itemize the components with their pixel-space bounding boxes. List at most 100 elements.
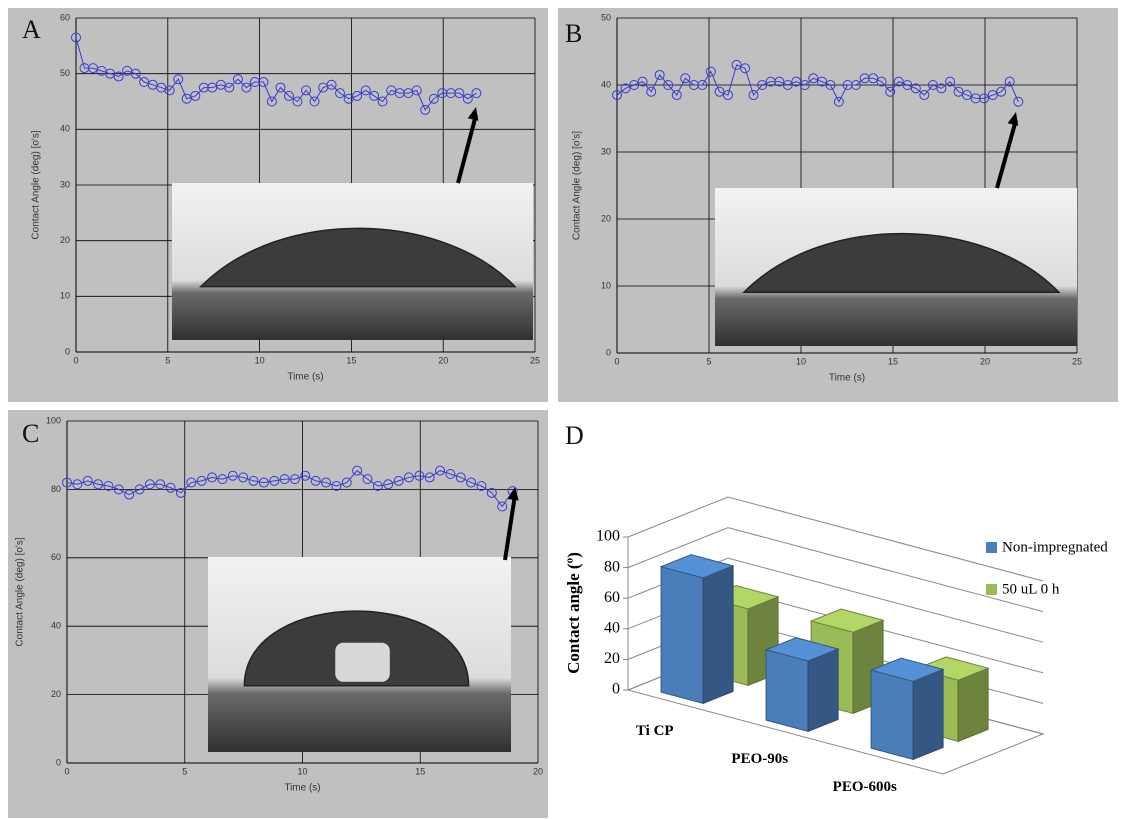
data-point [919,90,930,101]
data-point [310,475,321,486]
data-point [961,90,972,101]
data-point [868,73,879,84]
legend-swatch [986,542,997,553]
x-tick-label: 0 [64,766,69,776]
x-tick-label: 0 [73,355,78,365]
data-point [269,475,280,486]
data-point [173,74,184,85]
data-point [71,32,81,43]
data-point [82,475,93,486]
bar [869,657,945,761]
data-point [445,469,456,480]
y-tick-label: 80 [604,558,620,575]
data-point [996,86,1007,97]
data-point [663,80,674,90]
data-point [393,475,404,486]
data-point [825,80,836,90]
data-point [445,88,456,99]
data-point [377,96,388,107]
data-point [403,472,414,483]
data-point [241,82,252,93]
data-point [714,86,725,97]
data-point [731,59,742,70]
data-point [697,80,708,90]
bar-top [764,637,840,662]
data-point [497,501,508,512]
data-point [620,83,631,94]
bar-top [659,554,735,579]
panel-letter: A [22,15,41,44]
arrow-head [1007,112,1019,126]
data-point [462,93,473,104]
x-tick-label: PEO-600s [833,779,897,795]
y-tick-label: 60 [604,589,620,606]
data-point [369,90,380,101]
data-point [362,474,373,485]
bar-front [660,566,704,705]
data-point [300,470,311,481]
bar-side [807,648,839,733]
data-point [124,489,135,500]
data-point [680,73,691,84]
data-point [774,76,785,87]
data-point [893,76,904,87]
data-point [301,85,312,96]
data-point [321,477,332,488]
data-point [808,73,819,84]
data-point [165,482,176,493]
data-point [782,80,793,90]
data-point [289,474,300,485]
arrow [503,494,517,561]
y-tick-label: 40 [601,79,611,89]
data-point [258,477,269,488]
data-point [435,465,446,476]
bar [764,637,840,733]
data-point [1004,76,1015,87]
data-point [217,474,228,485]
y-axis-label: Contact Angle (deg) [o's] [15,537,26,646]
data-point [833,96,844,107]
data-point [757,80,768,90]
x-tick-label: 15 [415,766,425,776]
data-point [309,96,320,107]
data-point [331,480,342,491]
data-point [175,487,186,498]
data-point [248,475,259,486]
data-point [671,90,682,101]
data-point [466,477,477,488]
x-tick-label: 15 [888,356,898,366]
data-point [144,479,155,490]
y-tick-label: 0 [612,681,620,698]
y-tick-label: 40 [51,621,61,631]
y-tick-label: 10 [60,291,70,301]
arrow [456,114,478,184]
data-point [455,472,466,483]
data-point [326,79,337,90]
x-tick-label: 10 [255,355,265,365]
x-tick-label: 5 [706,356,711,366]
data-point [227,470,238,481]
bar-side [702,565,734,705]
data-point [428,93,439,104]
x-tick-label: 10 [796,356,806,366]
y-axis-label: Contact Angle (deg) [o's] [572,131,583,240]
data-point [360,85,371,96]
x-axis-label: Time (s) [284,783,320,794]
bar-top [914,656,990,681]
data-point [637,76,648,87]
y-tick-label: 40 [60,124,70,134]
data-point [927,80,938,90]
data-point [842,80,853,90]
data-point [936,83,947,94]
data-point [799,80,810,90]
data-point [279,474,290,485]
bar [659,554,735,705]
data-point [740,63,751,74]
x-axis-label: Time (s) [829,373,865,384]
data-point [275,82,286,93]
grid-line [627,527,1044,613]
data-point [113,484,124,495]
bar-front [870,669,914,761]
data-point [945,76,956,87]
